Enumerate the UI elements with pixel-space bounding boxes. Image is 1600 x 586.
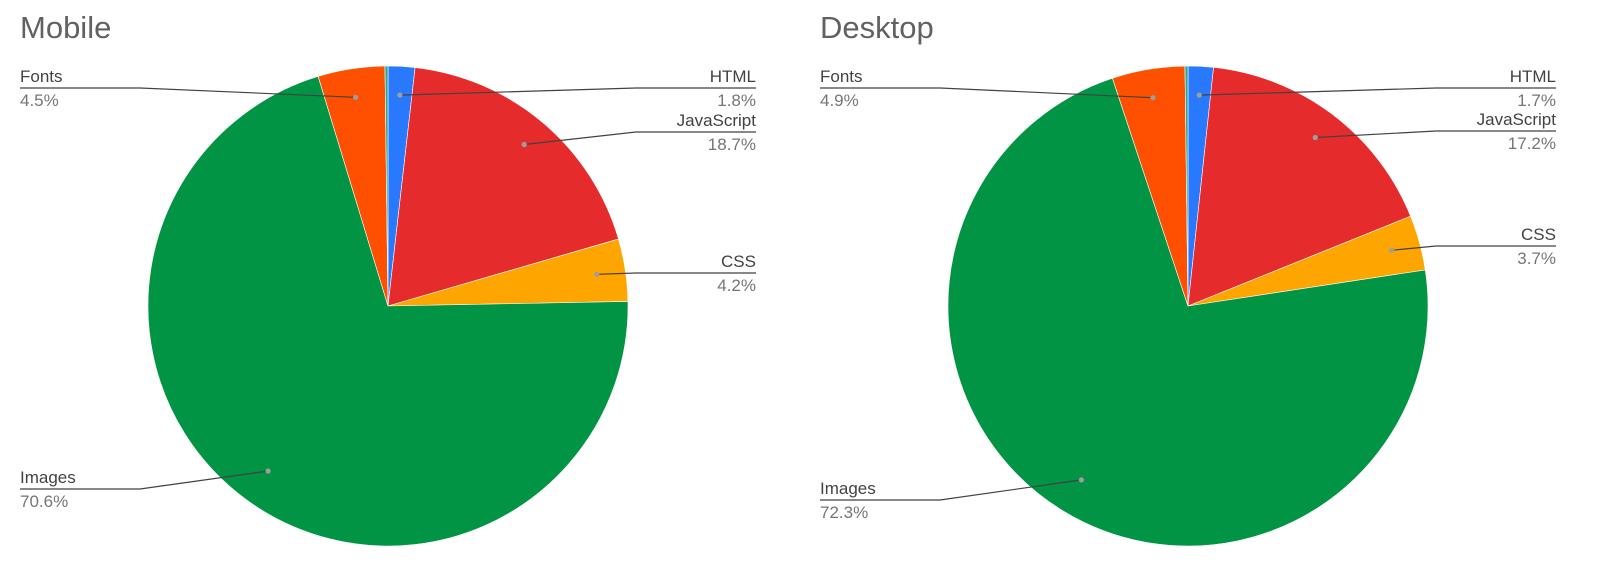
slice-percent-javascript: 18.7%: [708, 135, 756, 154]
leader-dot-fonts: [353, 94, 359, 100]
slice-percent-html: 1.8%: [717, 91, 756, 110]
pie-slice-images: [147, 76, 629, 547]
slice-label-css: CSS: [721, 252, 756, 271]
leader-line-css: [1391, 245, 1556, 251]
leader-line-javascript: [1315, 130, 1556, 139]
leader-dot-css: [1389, 247, 1395, 253]
leader-dot-html: [397, 92, 403, 98]
pie-slice-other: [384, 65, 389, 307]
slice-percent-css: 4.2%: [717, 276, 756, 295]
slice-label-html: HTML: [710, 67, 756, 86]
leader-dot-css: [594, 271, 600, 277]
slice-label-images: Images: [20, 468, 76, 487]
leader-dot-fonts: [1150, 95, 1156, 101]
pie-slice-other: [1184, 65, 1189, 307]
leader-line-javascript: [524, 131, 756, 146]
leader-line-fonts: [20, 87, 356, 98]
leader-line-images: [20, 470, 269, 490]
slice-label-fonts: Fonts: [20, 67, 63, 86]
slice-label-css: CSS: [1521, 225, 1556, 244]
leader-line-images: [820, 479, 1082, 501]
slice-label-html: HTML: [1510, 67, 1556, 86]
pie-chart-desktop: HTML 1.7%JavaScript 17.2% CSS 3.7% Images 72.3…: [820, 65, 1557, 547]
leader-line-html: [1199, 87, 1556, 96]
slice-percent-html: 1.7%: [1517, 91, 1556, 110]
slice-percent-css: 3.7%: [1517, 249, 1556, 268]
slice-label-images: Images: [820, 479, 876, 498]
leader-dot-javascript: [521, 141, 527, 148]
slice-label-fonts: Fonts: [820, 67, 863, 86]
leader-dot-images: [265, 468, 271, 474]
leader-line-css: [596, 272, 756, 275]
chart-desktop: Desktop HTML 1.7% JavaScript 17.2% CSS 3.7% Im…: [800, 0, 1600, 586]
slice-percent-fonts: 4.5%: [20, 91, 59, 110]
leader-dot-javascript: [1312, 134, 1318, 141]
pie-slice-images: [947, 77, 1429, 547]
chart-title: Desktop: [820, 10, 934, 45]
chart-mobile: Mobile HTML 1.8% JavaScript 18.7% CSS 4.2% Ima…: [20, 10, 757, 547]
slice-percent-fonts: 4.9%: [820, 91, 859, 110]
pie-slice-javascript: [387, 67, 619, 307]
slice-percent-images: 72.3%: [820, 503, 868, 522]
leader-dot-html: [1196, 92, 1202, 98]
slice-percent-javascript: 17.2%: [1508, 134, 1556, 153]
slice-label-javascript: JavaScript: [1477, 110, 1557, 129]
chart-title: Mobile: [20, 10, 112, 45]
pie-slice-javascript: [1187, 67, 1411, 307]
pie-chart-mobile: HTML 1.8%JavaScript 18.7% CSS 4.2% Images 70.6…: [20, 65, 757, 547]
leader-dot-images: [1078, 477, 1084, 483]
slice-percent-images: 70.6%: [20, 492, 68, 511]
slice-label-javascript: JavaScript: [677, 111, 757, 130]
leader-line-fonts: [820, 87, 1154, 99]
leader-line-html: [399, 87, 756, 96]
